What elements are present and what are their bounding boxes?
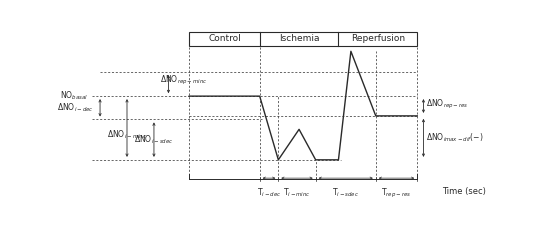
Text: ΔNO$_{i-dec}$: ΔNO$_{i-dec}$: [57, 102, 94, 114]
Text: ΔNO$_{rep-minc}$: ΔNO$_{rep-minc}$: [160, 74, 208, 87]
Text: Time (sec): Time (sec): [442, 187, 486, 196]
Text: ΔNO$_{i-sdec}$: ΔNO$_{i-sdec}$: [134, 134, 174, 146]
Text: T$_{i-minc}$: T$_{i-minc}$: [283, 187, 311, 199]
Text: Control: Control: [208, 34, 241, 43]
Text: ΔNO$_{imax-dif}$(−): ΔNO$_{imax-dif}$(−): [425, 132, 483, 144]
FancyBboxPatch shape: [189, 31, 417, 46]
Text: Ischemia: Ischemia: [279, 34, 319, 43]
Text: Reperfusion: Reperfusion: [351, 34, 405, 43]
Text: NO$_{basal}$: NO$_{basal}$: [59, 90, 88, 102]
Text: T$_{rep-res}$: T$_{rep-res}$: [381, 187, 411, 200]
Text: ΔNO$_{i-minc}$: ΔNO$_{i-minc}$: [107, 128, 147, 140]
Text: T$_{i-sdec}$: T$_{i-sdec}$: [332, 187, 360, 199]
Text: ΔNO$_{rep-res}$: ΔNO$_{rep-res}$: [425, 98, 468, 111]
Text: T$_{i-dec}$: T$_{i-dec}$: [257, 187, 281, 199]
